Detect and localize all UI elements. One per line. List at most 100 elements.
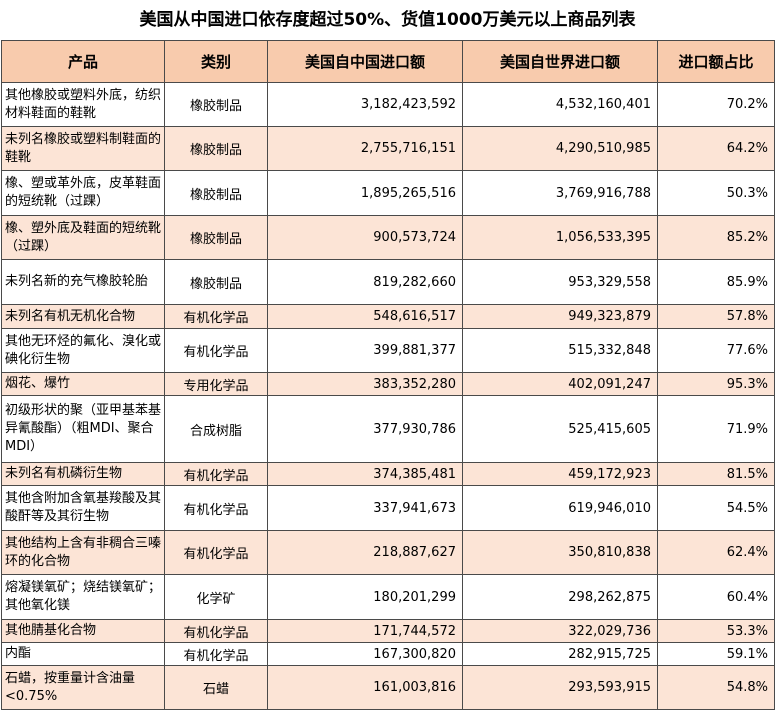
header-china-imports: 美国自中国进口额 — [267, 40, 463, 83]
cell-world-imports: 1,056,533,395 — [462, 215, 658, 260]
table-row: 内酯 有机化学品 167,300,820 282,915,725 59.1% — [1, 642, 775, 666]
cell-product: 橡、塑外底及鞋面的短统靴（过踝） — [1, 215, 165, 260]
header-category: 类别 — [164, 40, 268, 83]
cell-world-imports: 4,532,160,401 — [462, 82, 658, 127]
cell-share: 62.4% — [657, 530, 775, 575]
cell-category: 有机化学品 — [164, 619, 268, 643]
header-product: 产品 — [1, 40, 165, 83]
cell-share: 60.4% — [657, 574, 775, 620]
cell-share: 54.8% — [657, 665, 775, 710]
cell-china-imports: 383,352,280 — [267, 372, 463, 396]
cell-world-imports: 322,029,736 — [462, 619, 658, 643]
cell-world-imports: 619,946,010 — [462, 485, 658, 531]
cell-world-imports: 350,810,838 — [462, 530, 658, 575]
cell-product: 初级形状的聚（亚甲基苯基异氰酸酯）（粗MDI、聚合MDI） — [1, 395, 165, 463]
cell-china-imports: 819,282,660 — [267, 259, 463, 305]
cell-product: 其他橡胶或塑料外底，纺织材料鞋面的鞋靴 — [1, 82, 165, 127]
cell-share: 50.3% — [657, 170, 775, 216]
cell-share: 64.2% — [657, 126, 775, 171]
table-row: 其他含附加含氧基羧酸及其酸酐等及其衍生物 有机化学品 337,941,673 6… — [1, 485, 775, 531]
table-row: 其他无环烃的氟化、溴化或碘化衍生物 有机化学品 399,881,377 515,… — [1, 328, 775, 373]
table-row: 未列名有机磷衍生物 有机化学品 374,385,481 459,172,923 … — [1, 462, 775, 486]
cell-share: 57.8% — [657, 304, 775, 329]
cell-product: 其他无环烃的氟化、溴化或碘化衍生物 — [1, 328, 165, 373]
cell-category: 有机化学品 — [164, 304, 268, 329]
cell-category: 专用化学品 — [164, 372, 268, 396]
cell-china-imports: 1,895,265,516 — [267, 170, 463, 216]
cell-category: 有机化学品 — [164, 642, 268, 666]
cell-world-imports: 459,172,923 — [462, 462, 658, 486]
cell-world-imports: 525,415,605 — [462, 395, 658, 463]
cell-world-imports: 293,593,915 — [462, 665, 658, 710]
cell-product: 未列名橡胶或塑料制鞋面的鞋靴 — [1, 126, 165, 171]
cell-product: 内酯 — [1, 642, 165, 666]
table-row: 烟花、爆竹 专用化学品 383,352,280 402,091,247 95.3… — [1, 372, 775, 396]
table-row: 熔凝镁氧矿；烧结镁氧矿；其他氧化镁 化学矿 180,201,299 298,26… — [1, 574, 775, 620]
cell-product: 其他腈基化合物 — [1, 619, 165, 643]
cell-category: 有机化学品 — [164, 462, 268, 486]
table-row: 初级形状的聚（亚甲基苯基异氰酸酯）（粗MDI、聚合MDI） 合成树脂 377,9… — [1, 395, 775, 463]
cell-share: 70.2% — [657, 82, 775, 127]
import-table: 产品 类别 美国自中国进口额 美国自世界进口额 进口额占比 其他橡胶或塑料外底，… — [1, 40, 775, 710]
cell-category: 有机化学品 — [164, 485, 268, 531]
cell-world-imports: 515,332,848 — [462, 328, 658, 373]
cell-china-imports: 377,930,786 — [267, 395, 463, 463]
cell-category: 有机化学品 — [164, 328, 268, 373]
cell-share: 85.9% — [657, 259, 775, 305]
table-row: 橡、塑外底及鞋面的短统靴（过踝） 橡胶制品 900,573,724 1,056,… — [1, 215, 775, 260]
cell-share: 81.5% — [657, 462, 775, 486]
cell-product: 其他含附加含氧基羧酸及其酸酐等及其衍生物 — [1, 485, 165, 531]
cell-category: 合成树脂 — [164, 395, 268, 463]
header-world-imports: 美国自世界进口额 — [462, 40, 658, 83]
cell-world-imports: 282,915,725 — [462, 642, 658, 666]
cell-category: 橡胶制品 — [164, 170, 268, 216]
cell-product: 未列名有机无机化合物 — [1, 304, 165, 329]
cell-product: 未列名新的充气橡胶轮胎 — [1, 259, 165, 305]
cell-category: 橡胶制品 — [164, 82, 268, 127]
cell-share: 77.6% — [657, 328, 775, 373]
cell-category: 石蜡 — [164, 665, 268, 710]
cell-product: 未列名有机磷衍生物 — [1, 462, 165, 486]
cell-category: 有机化学品 — [164, 530, 268, 575]
table-row: 其他腈基化合物 有机化学品 171,744,572 322,029,736 53… — [1, 619, 775, 643]
cell-category: 橡胶制品 — [164, 259, 268, 305]
cell-product: 石蜡，按重量计含油量<0.75% — [1, 665, 165, 710]
cell-china-imports: 374,385,481 — [267, 462, 463, 486]
cell-china-imports: 900,573,724 — [267, 215, 463, 260]
cell-share: 95.3% — [657, 372, 775, 396]
cell-china-imports: 2,755,716,151 — [267, 126, 463, 171]
table-row: 其他橡胶或塑料外底，纺织材料鞋面的鞋靴 橡胶制品 3,182,423,592 4… — [1, 82, 775, 127]
page-title: 美国从中国进口依存度超过50%、货值1000万美元以上商品列表 — [139, 10, 636, 30]
cell-category: 化学矿 — [164, 574, 268, 620]
cell-world-imports: 4,290,510,985 — [462, 126, 658, 171]
cell-category: 橡胶制品 — [164, 215, 268, 260]
cell-share: 71.9% — [657, 395, 775, 463]
header-share: 进口额占比 — [657, 40, 775, 83]
cell-china-imports: 218,887,627 — [267, 530, 463, 575]
cell-world-imports: 298,262,875 — [462, 574, 658, 620]
cell-share: 53.3% — [657, 619, 775, 643]
table-row: 未列名新的充气橡胶轮胎 橡胶制品 819,282,660 953,329,558… — [1, 259, 775, 305]
table-row: 未列名有机无机化合物 有机化学品 548,616,517 949,323,879… — [1, 304, 775, 329]
cell-world-imports: 953,329,558 — [462, 259, 658, 305]
cell-china-imports: 337,941,673 — [267, 485, 463, 531]
cell-china-imports: 180,201,299 — [267, 574, 463, 620]
table-row: 石蜡，按重量计含油量<0.75% 石蜡 161,003,816 293,593,… — [1, 665, 775, 710]
table-row: 橡、塑或革外底，皮革鞋面的短统靴（过踝） 橡胶制品 1,895,265,516 … — [1, 170, 775, 216]
cell-product: 其他结构上含有非稠合三嗪环的化合物 — [1, 530, 165, 575]
cell-share: 85.2% — [657, 215, 775, 260]
cell-world-imports: 402,091,247 — [462, 372, 658, 396]
table-row: 未列名橡胶或塑料制鞋面的鞋靴 橡胶制品 2,755,716,151 4,290,… — [1, 126, 775, 171]
cell-china-imports: 167,300,820 — [267, 642, 463, 666]
cell-category: 橡胶制品 — [164, 126, 268, 171]
cell-china-imports: 171,744,572 — [267, 619, 463, 643]
cell-world-imports: 949,323,879 — [462, 304, 658, 329]
cell-world-imports: 3,769,916,788 — [462, 170, 658, 216]
cell-china-imports: 3,182,423,592 — [267, 82, 463, 127]
cell-china-imports: 161,003,816 — [267, 665, 463, 710]
cell-china-imports: 399,881,377 — [267, 328, 463, 373]
cell-china-imports: 548,616,517 — [267, 304, 463, 329]
cell-share: 54.5% — [657, 485, 775, 531]
header-row: 产品 类别 美国自中国进口额 美国自世界进口额 进口额占比 — [1, 40, 775, 83]
cell-product: 烟花、爆竹 — [1, 372, 165, 396]
